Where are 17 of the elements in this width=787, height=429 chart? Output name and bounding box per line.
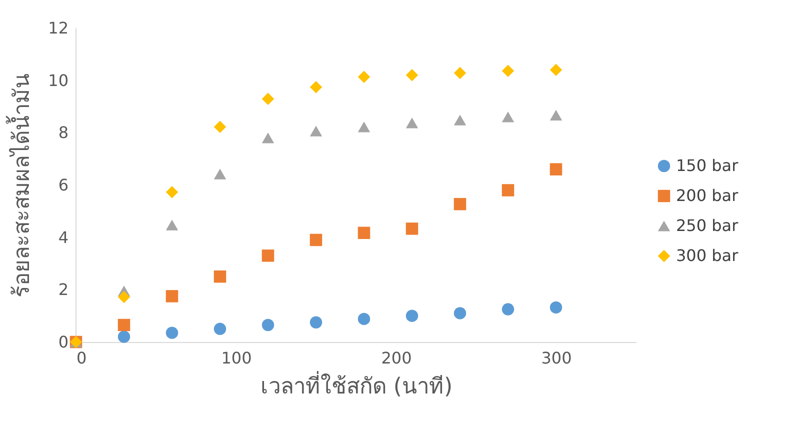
y-tick-label: 4: [58, 228, 68, 247]
x-tick-label: 300: [541, 348, 572, 368]
y-tick-label: 12: [48, 18, 68, 38]
y-tick-label: 10: [48, 70, 68, 90]
x-tick-label: 100: [221, 348, 252, 368]
legend-label: 200 bar: [676, 186, 739, 205]
y-tick-label: 2: [58, 280, 68, 300]
legend-label: 250 bar: [676, 216, 739, 235]
x-tick-label: 200: [381, 348, 412, 368]
y-axis-title: ร้อยละสะสมผลได้น้ำมัน: [6, 74, 36, 298]
x-axis-title: เวลาที่ใช้สกัด (นาที): [260, 370, 453, 400]
x-tick-label: 0: [76, 348, 87, 368]
legend-label: 300 bar: [676, 246, 739, 265]
y-tick-label: 0: [58, 332, 68, 352]
legend-label: 150 bar: [676, 156, 739, 175]
y-tick-label: 6: [58, 176, 68, 194]
y-tick-label: 8: [58, 123, 68, 142]
